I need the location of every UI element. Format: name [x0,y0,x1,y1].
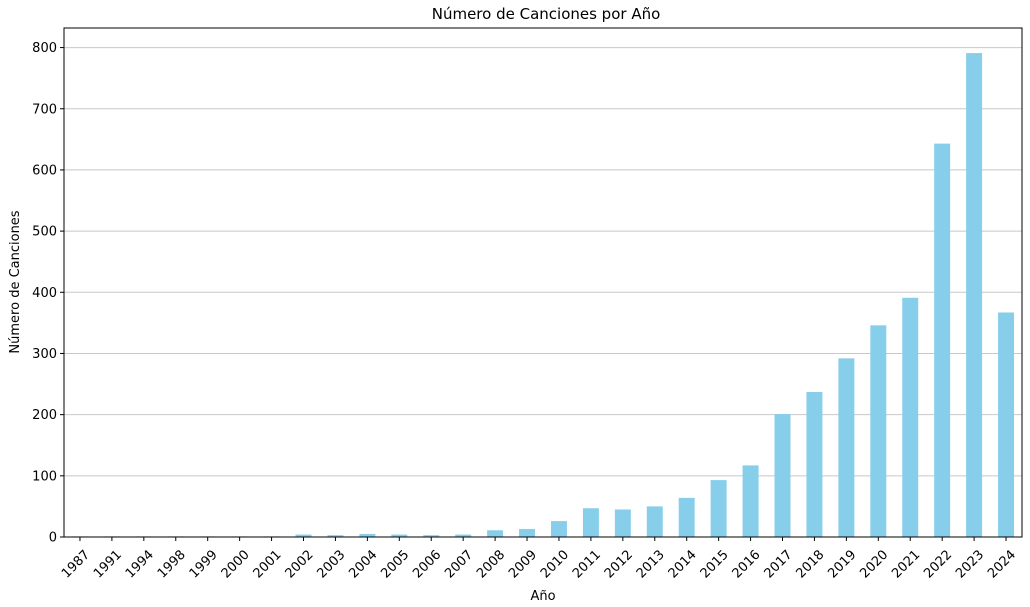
bar-2016 [742,465,759,537]
bar-2015 [710,480,727,537]
bar-2019 [838,358,855,537]
bar-2022 [934,143,951,537]
bar-2002 [295,534,312,537]
bar-2010 [550,521,567,537]
x-tick-label: 2023 [953,547,987,581]
x-tick-label: 1987 [59,547,93,581]
bar-2017 [774,414,791,537]
x-tick-label: 2010 [538,547,572,581]
x-tick-label: 2019 [825,547,859,581]
y-tick-label: 200 [32,408,57,423]
x-tick-label: 2000 [219,547,253,581]
y-axis-label: Número de Canciones [8,210,23,353]
x-tick-label: 2004 [346,547,380,581]
bar-2021 [902,297,919,537]
x-tick-label: 2013 [634,547,668,581]
x-tick-label: 2015 [698,547,732,581]
x-tick-label: 2003 [314,547,348,581]
x-tick-label: 2012 [602,547,636,581]
x-tick-label: 1998 [155,547,189,581]
y-tick-label: 500 [32,225,57,240]
bar-2023 [966,53,983,537]
y-tick-label: 700 [32,102,57,117]
y-tick-label: 400 [32,286,57,301]
x-tick-label: 2016 [730,547,764,581]
x-tick-label: 2005 [378,547,412,581]
x-tick-label: 2021 [889,547,923,581]
x-tick-label: 2018 [793,547,827,581]
bar-2020 [870,325,887,537]
y-tick-label: 100 [32,469,57,484]
plot-frame [63,27,1023,538]
x-tick-label: 2007 [442,547,476,581]
bars [71,53,1015,537]
bar-2013 [646,506,663,537]
x-tick-label: 2008 [474,547,508,581]
y-tick-label: 600 [32,163,57,178]
bar-2012 [614,509,631,537]
x-tick-label: 2011 [570,547,604,581]
x-tick-label: 2017 [762,547,796,581]
x-tick-label: 1999 [187,547,221,581]
bar-2011 [582,508,599,537]
x-tick-label: 2014 [666,547,700,581]
x-tick-label: 1991 [91,547,125,581]
bar-2006 [423,535,440,537]
x-axis-label: Año [530,589,555,604]
bar-2005 [391,534,408,537]
x-axis-ticks: 1987199119941998199920002001200220032004… [59,537,1019,581]
bar-2004 [359,533,376,537]
y-tick-label: 0 [49,531,57,546]
x-tick-label: 2020 [857,547,891,581]
x-tick-label: 2006 [410,547,444,581]
y-axis-ticks: 0 100 200 300 400 500 600 700 800 [32,41,64,546]
x-tick-label: 2002 [283,547,317,581]
bar-2008 [487,530,504,537]
bar-2003 [327,535,344,537]
chart-title: Número de Canciones por Año [432,5,661,23]
y-tick-label: 800 [32,41,57,56]
bar-2024 [998,312,1015,537]
y-gridlines [64,47,1022,538]
x-tick-label: 2024 [985,547,1019,581]
x-tick-label: 2009 [506,547,540,581]
bar-2007 [455,534,472,537]
bar-2018 [806,392,823,537]
y-tick-label: 300 [32,347,57,362]
x-tick-label: 2022 [921,547,955,581]
x-tick-label: 1994 [123,547,157,581]
x-tick-label: 2001 [251,547,285,581]
bar-2014 [678,497,695,537]
bar-2009 [519,529,536,537]
